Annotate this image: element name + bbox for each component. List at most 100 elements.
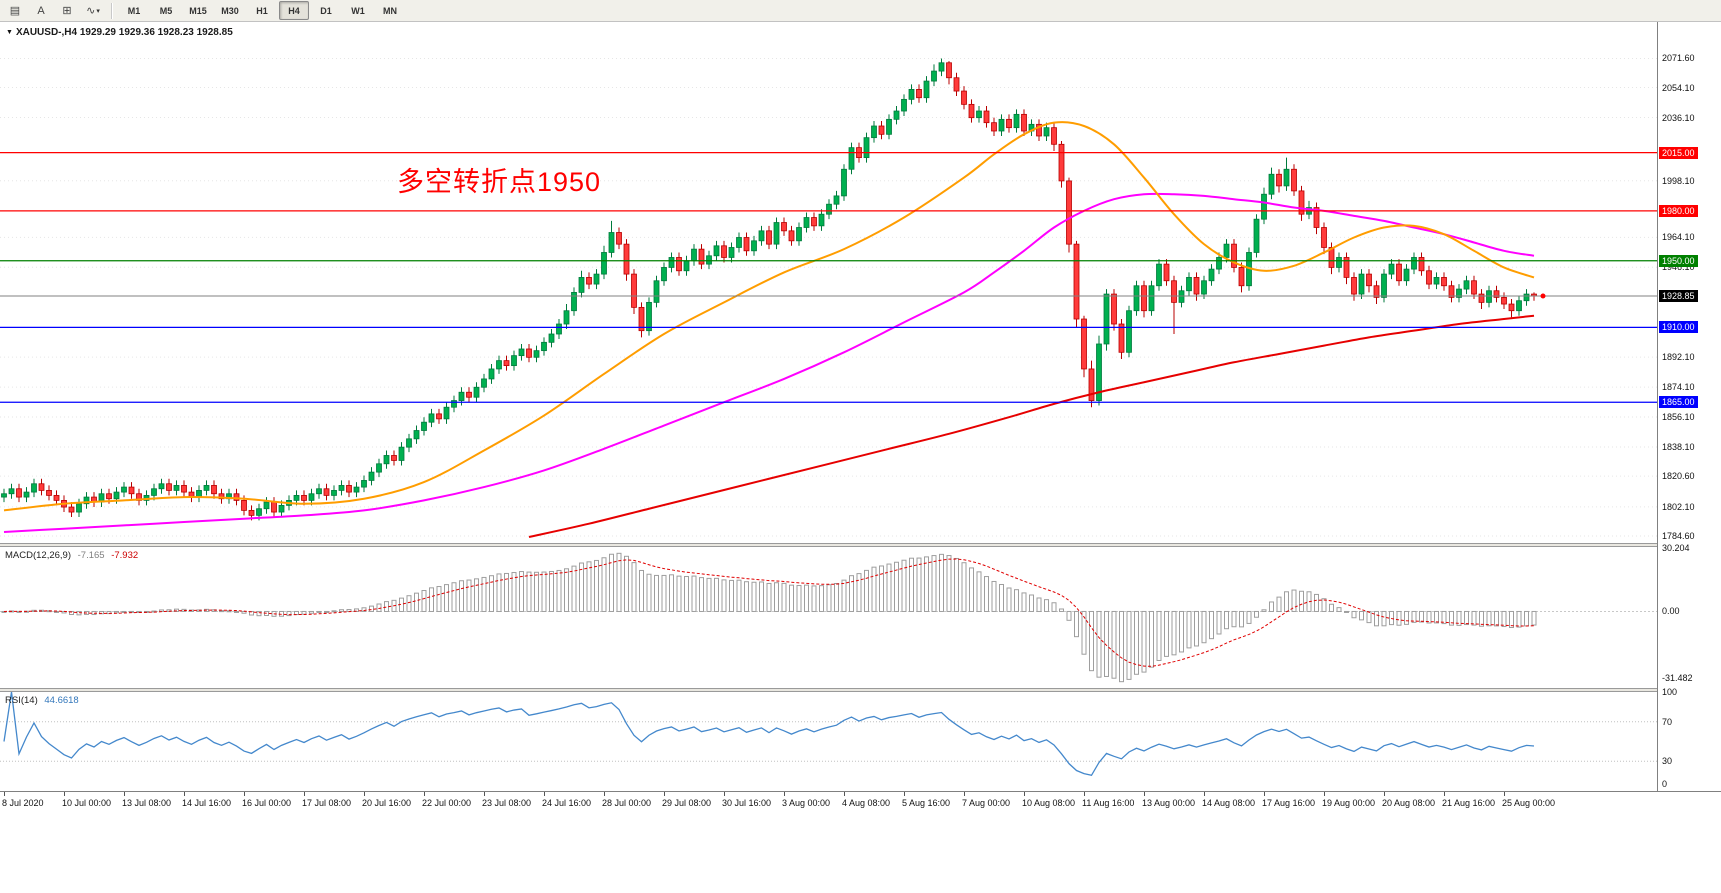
macd-indicator-label: MACD(12,26,9) -7.165 -7.932 [5, 550, 138, 561]
time-tick [244, 792, 245, 796]
time-tick [124, 792, 125, 796]
time-label: 23 Jul 08:00 [482, 798, 532, 808]
toolbar-icons: ▤ A ⊞ ∿ ▾ [2, 1, 106, 21]
time-label: 20 Jul 16:00 [362, 798, 412, 808]
time-tick [64, 792, 65, 796]
time-label: 8 Jul 2020 [2, 798, 44, 808]
time-label: 16 Jul 00:00 [242, 798, 292, 808]
time-label: 30 Jul 16:00 [722, 798, 772, 808]
macd-scale-label: 30.204 [1662, 542, 1690, 553]
time-label: 25 Aug 00:00 [1502, 798, 1556, 808]
charts-icon[interactable]: ▤ [9, 5, 21, 17]
price-chart-panel [0, 22, 1657, 543]
price-level-badge: 1910.00 [1659, 321, 1698, 334]
panel-divider[interactable] [0, 543, 1721, 547]
timeframe-button-H1[interactable]: H1 [256, 5, 268, 16]
macd-chart-surface[interactable] [0, 547, 1657, 688]
time-label: 24 Jul 16:00 [542, 798, 592, 808]
macd-scale-label: -31.482 [1662, 672, 1693, 683]
rsi-scale-label: 70 [1662, 716, 1673, 727]
price-tick-label: 1838.10 [1662, 441, 1695, 452]
timeframe-button-M30[interactable]: M30 [221, 5, 239, 16]
chart-annotation-text[interactable]: 多空转折点1950 [397, 167, 602, 197]
toolbar-separator [111, 2, 113, 19]
time-label: 22 Jul 00:00 [422, 798, 472, 808]
timeframe-button-H4[interactable]: H4 [279, 1, 309, 20]
price-axis[interactable]: 2071.60 2054.10 2036.10 1998.10 1964.10 1946.… [1657, 22, 1721, 791]
time-tick [184, 792, 185, 796]
time-label: 17 Jul 08:00 [302, 798, 352, 808]
timeframe-button-MN[interactable]: MN [383, 5, 397, 16]
timeframe-button-W1[interactable]: W1 [351, 5, 365, 16]
macd-panel [0, 547, 1657, 688]
time-label: 3 Aug 00:00 [782, 798, 831, 808]
rsi-chart-surface[interactable] [0, 692, 1657, 791]
time-tick [1504, 792, 1505, 796]
indicators-icon[interactable]: ∿ ▾ [86, 5, 100, 17]
rsi-scale-label: 100 [1662, 687, 1678, 697]
toolbar: ▤ A ⊞ ∿ ▾ M1 M5 M15 M30 H1 H4 D1 W1 MN [0, 0, 1721, 22]
annotation-icon[interactable]: A [37, 4, 45, 17]
time-tick [1204, 792, 1205, 796]
time-tick [544, 792, 545, 796]
time-label: 14 Aug 08:00 [1202, 798, 1256, 808]
price-tick-label: 1874.10 [1662, 382, 1695, 393]
time-tick [964, 792, 965, 796]
price-level-badge: 2015.00 [1659, 146, 1698, 159]
timeframe-button-M15[interactable]: M15 [189, 5, 207, 16]
time-label: 20 Aug 08:00 [1382, 798, 1436, 808]
rsi-panel [0, 692, 1657, 791]
time-axis[interactable]: 8 Jul 2020 10 Jul 00:00 13 Jul 08:00 14 Jul… [0, 791, 1721, 813]
current-price-badge: 1928.85 [1659, 289, 1698, 302]
macd-signal-value: -7.932 [111, 550, 139, 561]
price-tick-label: 1998.10 [1662, 175, 1695, 186]
time-label: 17 Aug 16:00 [1262, 798, 1316, 808]
time-label: 4 Aug 08:00 [842, 798, 891, 808]
price-tick-label: 2071.60 [1662, 53, 1695, 64]
time-tick [1444, 792, 1445, 796]
time-label: 5 Aug 16:00 [902, 798, 951, 808]
dropdown-caret-icon: ▾ [96, 7, 100, 15]
price-tick-label: 1892.10 [1662, 352, 1695, 363]
time-label: 21 Aug 16:00 [1442, 798, 1496, 808]
time-tick [484, 792, 485, 796]
symbol-ohlc-label: ▼ XAUUSD-,H4 1929.29 1929.36 1928.23 1928… [6, 27, 233, 38]
time-label: 10 Aug 08:00 [1022, 798, 1076, 808]
time-label: 10 Jul 00:00 [62, 798, 112, 808]
time-tick [4, 792, 5, 796]
time-label: 13 Aug 00:00 [1142, 798, 1196, 808]
time-label: 7 Aug 00:00 [962, 798, 1011, 808]
rsi-scale-label: 0 [1662, 779, 1668, 789]
time-tick [1144, 792, 1145, 796]
price-tick-label: 2054.10 [1662, 82, 1695, 93]
time-tick [1024, 792, 1025, 796]
rsi-scale-label: 30 [1662, 756, 1673, 767]
macd-name: MACD(12,26,9) [5, 550, 71, 561]
time-tick [1084, 792, 1085, 796]
chart-shift-marker-icon: ▼ [6, 29, 13, 36]
timeframe-button-M1[interactable]: M1 [127, 5, 141, 16]
rsi-indicator-label: RSI(14) 44.6618 [5, 695, 79, 706]
time-tick [784, 792, 785, 796]
price-chart-surface[interactable] [0, 22, 1657, 543]
time-tick [844, 792, 845, 796]
panel-divider[interactable] [0, 688, 1721, 692]
time-label: 19 Aug 00:00 [1322, 798, 1376, 808]
time-tick [1384, 792, 1385, 796]
time-tick [1324, 792, 1325, 796]
time-tick [724, 792, 725, 796]
time-label: 13 Jul 08:00 [122, 798, 172, 808]
time-label: 14 Jul 16:00 [182, 798, 232, 808]
price-tick-label: 1856.10 [1662, 412, 1695, 423]
timeframe-button-M5[interactable]: M5 [159, 5, 173, 16]
timeframe-button-D1[interactable]: D1 [320, 5, 332, 16]
time-tick [664, 792, 665, 796]
template-icon[interactable]: ⊞ [62, 5, 72, 17]
price-level-badge: 1980.00 [1659, 204, 1698, 217]
price-tick-label: 1964.10 [1662, 232, 1695, 243]
time-tick [304, 792, 305, 796]
time-tick [904, 792, 905, 796]
timeframe-buttons: M1 M5 M15 M30 H1 H4 D1 W1 MN [118, 1, 406, 20]
symbol-ohlc-text: XAUUSD-,H4 1929.29 1929.36 1928.23 1928.… [15, 27, 233, 38]
